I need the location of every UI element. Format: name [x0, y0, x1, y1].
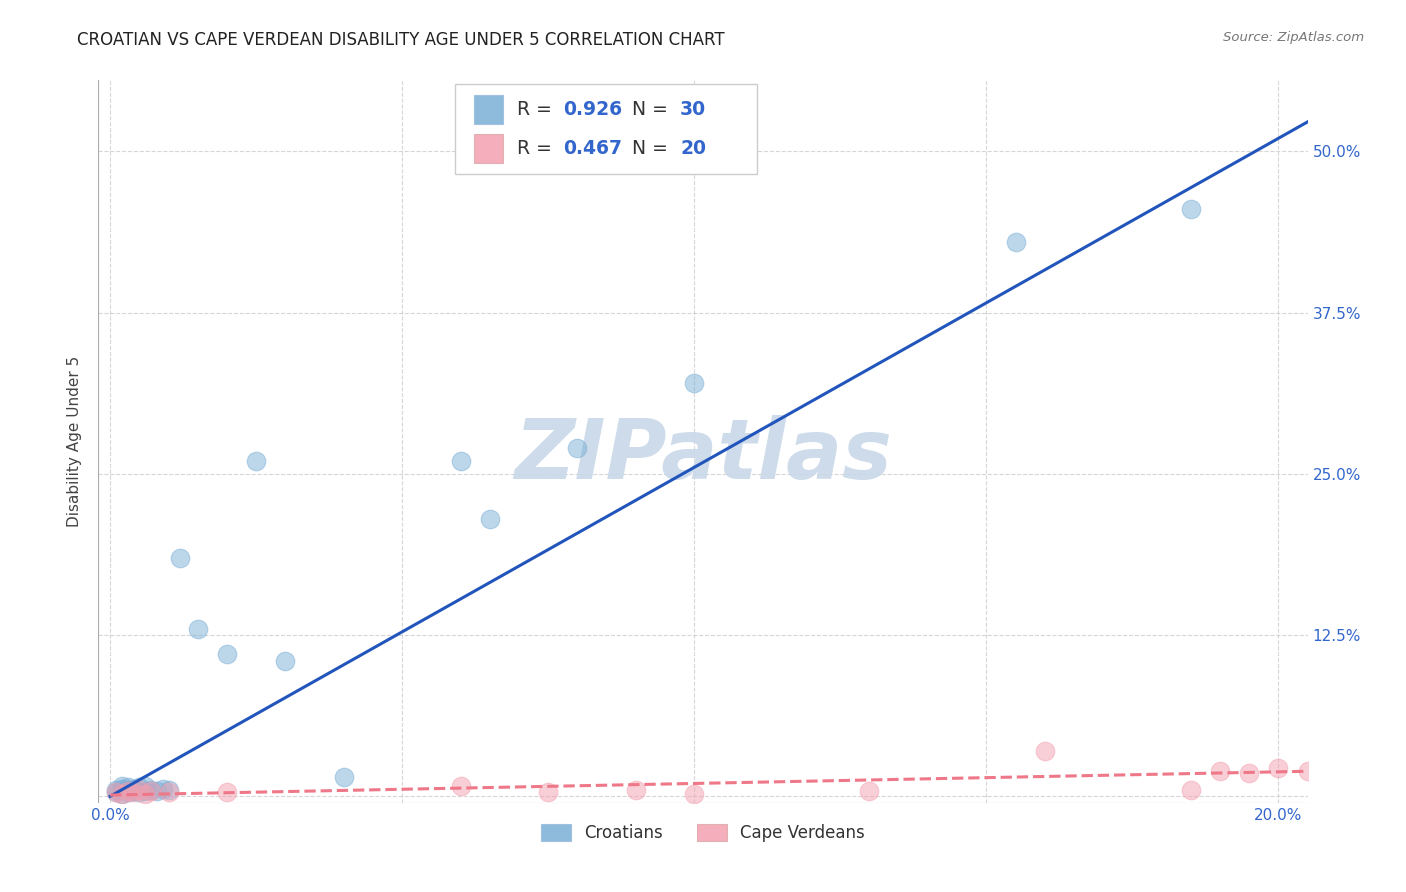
Point [332, 770, 354, 784]
Point [104, 783, 127, 797]
Point [104, 785, 127, 799]
Point [1267, 761, 1289, 775]
Point [134, 784, 156, 798]
Point [274, 654, 297, 668]
Text: R =: R = [517, 101, 558, 120]
Legend: Croatians, Cape Verdeans: Croatians, Cape Verdeans [534, 817, 872, 848]
Point [683, 787, 706, 801]
Text: Source: ZipAtlas.com: Source: ZipAtlas.com [1223, 31, 1364, 45]
Point [111, 779, 134, 793]
Point [104, 785, 127, 799]
FancyBboxPatch shape [474, 95, 503, 124]
Point [111, 787, 134, 801]
Point [128, 780, 150, 795]
Text: 20: 20 [681, 138, 706, 158]
Point [139, 783, 162, 797]
Point [146, 784, 169, 798]
Text: ZIPatlas: ZIPatlas [515, 416, 891, 497]
Point [624, 783, 647, 797]
Text: R =: R = [517, 138, 558, 158]
Point [117, 785, 139, 799]
Point [152, 781, 174, 796]
Point [1004, 235, 1026, 249]
Point [134, 779, 156, 793]
Point [683, 376, 706, 391]
Point [128, 785, 150, 799]
Point [1237, 766, 1260, 780]
Text: CROATIAN VS CAPE VERDEAN DISABILITY AGE UNDER 5 CORRELATION CHART: CROATIAN VS CAPE VERDEAN DISABILITY AGE … [77, 31, 725, 49]
Point [117, 780, 139, 795]
Point [450, 779, 472, 793]
Point [1033, 744, 1056, 758]
Point [157, 785, 180, 799]
Point [567, 441, 589, 455]
Point [122, 785, 145, 799]
Point [122, 784, 145, 798]
Point [1209, 764, 1232, 778]
Point [169, 550, 191, 565]
Point [215, 785, 238, 799]
Point [187, 622, 209, 636]
Point [117, 784, 139, 798]
Point [128, 783, 150, 797]
Point [1180, 202, 1202, 217]
FancyBboxPatch shape [456, 84, 758, 174]
Point [111, 781, 134, 796]
Point [1296, 764, 1319, 778]
Point [157, 783, 180, 797]
FancyBboxPatch shape [474, 134, 503, 162]
Point [139, 784, 162, 798]
Point [245, 454, 267, 468]
Point [1180, 783, 1202, 797]
Point [450, 454, 472, 468]
Point [134, 787, 156, 801]
Point [858, 784, 880, 798]
Point [111, 787, 134, 801]
Point [117, 783, 139, 797]
Y-axis label: Disability Age Under 5: Disability Age Under 5 [67, 356, 83, 527]
Point [122, 781, 145, 796]
Point [478, 512, 501, 526]
Point [215, 648, 238, 662]
Text: 0.467: 0.467 [562, 138, 621, 158]
Text: N =: N = [620, 101, 673, 120]
Text: 30: 30 [681, 101, 706, 120]
Text: 0.926: 0.926 [562, 101, 621, 120]
Text: N =: N = [620, 138, 673, 158]
Point [537, 785, 560, 799]
